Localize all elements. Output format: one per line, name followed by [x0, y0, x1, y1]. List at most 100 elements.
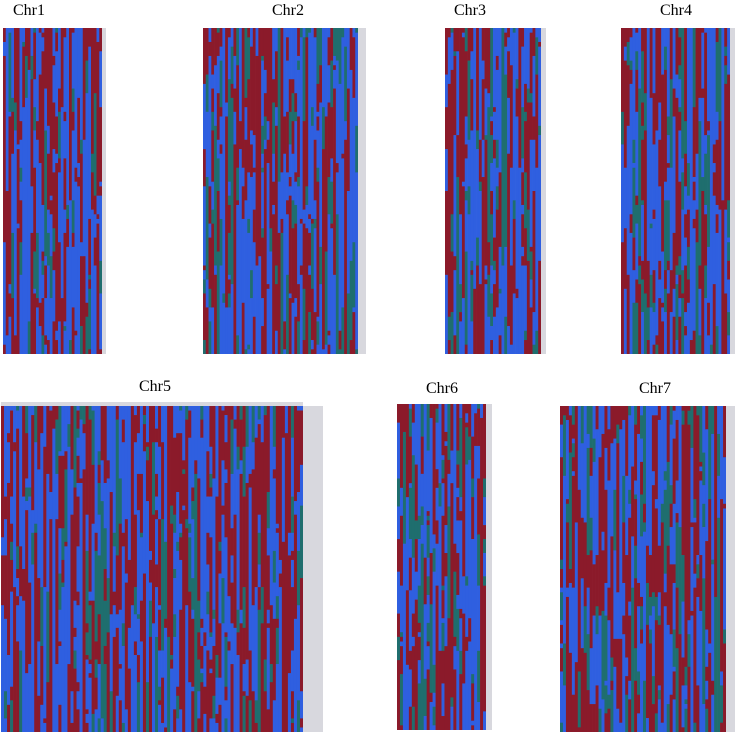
heatmap-cell — [666, 116, 671, 136]
heatmap-cell — [414, 539, 419, 573]
heatmap-cell — [227, 232, 232, 276]
heatmap-cell — [438, 506, 442, 652]
heatmap-cell — [203, 28, 207, 85]
heatmap-cell — [103, 569, 108, 602]
heatmap-cell — [200, 437, 204, 620]
heatmap-cell — [41, 32, 45, 38]
heatmap-cell — [296, 700, 301, 732]
heatmap-cell — [299, 223, 303, 266]
heatmap-cell — [598, 708, 602, 732]
heatmap-cell — [640, 406, 644, 416]
heatmap-cell — [76, 410, 80, 429]
heatmap-cell — [684, 186, 688, 215]
heatmap-cell — [560, 569, 564, 588]
heatmap-cell — [133, 514, 138, 588]
heatmap-cell — [692, 218, 696, 229]
heatmap-cell — [219, 46, 223, 61]
heatmap-cell — [453, 55, 457, 136]
heatmap-cell — [216, 139, 220, 159]
heatmap-cell — [130, 605, 135, 732]
heatmap-cell — [478, 284, 483, 354]
heatmap-cell — [420, 436, 425, 475]
heatmap-cell — [91, 600, 95, 715]
heatmap-cell — [236, 632, 240, 656]
heatmap-cell — [707, 28, 711, 122]
panel-title-chr1: Chr1 — [13, 2, 45, 19]
heatmap-cell — [456, 594, 460, 610]
heatmap-cell — [441, 618, 445, 624]
heatmap-cell — [399, 515, 404, 586]
heatmap-cell — [638, 88, 642, 257]
heatmap-cell — [191, 691, 195, 732]
heatmap-cell — [205, 111, 209, 178]
heatmap-cell — [109, 492, 114, 615]
heatmap-cell — [278, 573, 283, 588]
heatmap-cell — [176, 695, 180, 719]
heatmap-cell — [724, 46, 728, 57]
heatmap-cell — [621, 28, 625, 113]
heatmap-cell — [696, 555, 700, 565]
heatmap-cell — [188, 532, 192, 538]
heatmap-cell — [209, 487, 213, 497]
heatmap-cell — [155, 636, 159, 732]
heatmap-cell — [341, 153, 345, 159]
heatmap-cell — [704, 214, 708, 266]
heatmap-cell — [287, 532, 292, 556]
heatmap-cell — [595, 634, 599, 686]
heatmap-cell — [266, 288, 270, 354]
heatmap-cell — [60, 298, 64, 354]
heatmap-cell — [634, 494, 638, 500]
heatmap-cell — [211, 74, 215, 89]
heatmap-cell — [711, 559, 715, 565]
heatmap-cell — [173, 578, 177, 615]
heatmap-cell — [586, 587, 590, 635]
heatmap-cell — [456, 464, 460, 489]
heatmap-cell — [211, 209, 215, 224]
heatmap-cell — [316, 344, 320, 354]
heatmap-cell — [64, 546, 68, 732]
heatmap-cell — [643, 680, 647, 732]
heatmap-cell — [512, 32, 516, 201]
heatmap-cell — [580, 443, 585, 519]
heatmap-cell — [293, 406, 298, 502]
heatmap-cell — [76, 605, 80, 683]
heatmap-cell — [708, 652, 712, 732]
heatmap-cell — [480, 417, 484, 730]
heatmap-cell — [512, 200, 516, 220]
heatmap-cell — [136, 473, 141, 511]
heatmap-cell — [476, 149, 480, 238]
heatmap-cell — [73, 627, 77, 638]
heatmap-cell — [250, 270, 254, 299]
heatmap-cell — [139, 600, 144, 642]
heatmap-cell — [461, 37, 466, 183]
heatmap-cell — [638, 256, 642, 266]
heatmap-cell — [613, 550, 617, 640]
heatmap-cell — [532, 55, 536, 117]
heatmap-cell — [4, 406, 8, 497]
heatmap-cell — [27, 28, 31, 71]
heatmap-cell — [399, 674, 404, 726]
heatmap-cell — [666, 163, 671, 169]
heatmap-cell — [468, 641, 472, 730]
heatmap-cell — [504, 316, 508, 354]
heatmap-cell — [349, 260, 353, 341]
heatmap-cell — [61, 528, 65, 561]
heatmap-cell — [88, 664, 92, 674]
heatmap-cell — [675, 419, 679, 481]
heatmap-cell — [10, 559, 14, 592]
heatmap-cell — [504, 28, 508, 34]
heatmap-cell — [435, 408, 439, 423]
heatmap-cell — [435, 543, 439, 586]
heatmap-cell — [604, 615, 608, 682]
heatmap-cell — [94, 550, 98, 642]
heatmap-cell — [408, 650, 413, 670]
heatmap-cell — [681, 172, 685, 210]
heatmap-cell — [408, 669, 413, 708]
heatmap-cell — [681, 410, 685, 425]
heatmap-cell — [247, 79, 251, 173]
heatmap-cell — [646, 340, 651, 354]
heatmap-cell — [490, 116, 494, 122]
heatmap-cell — [601, 531, 605, 551]
heatmap-cell — [652, 270, 656, 304]
heatmap-cell — [22, 496, 26, 570]
